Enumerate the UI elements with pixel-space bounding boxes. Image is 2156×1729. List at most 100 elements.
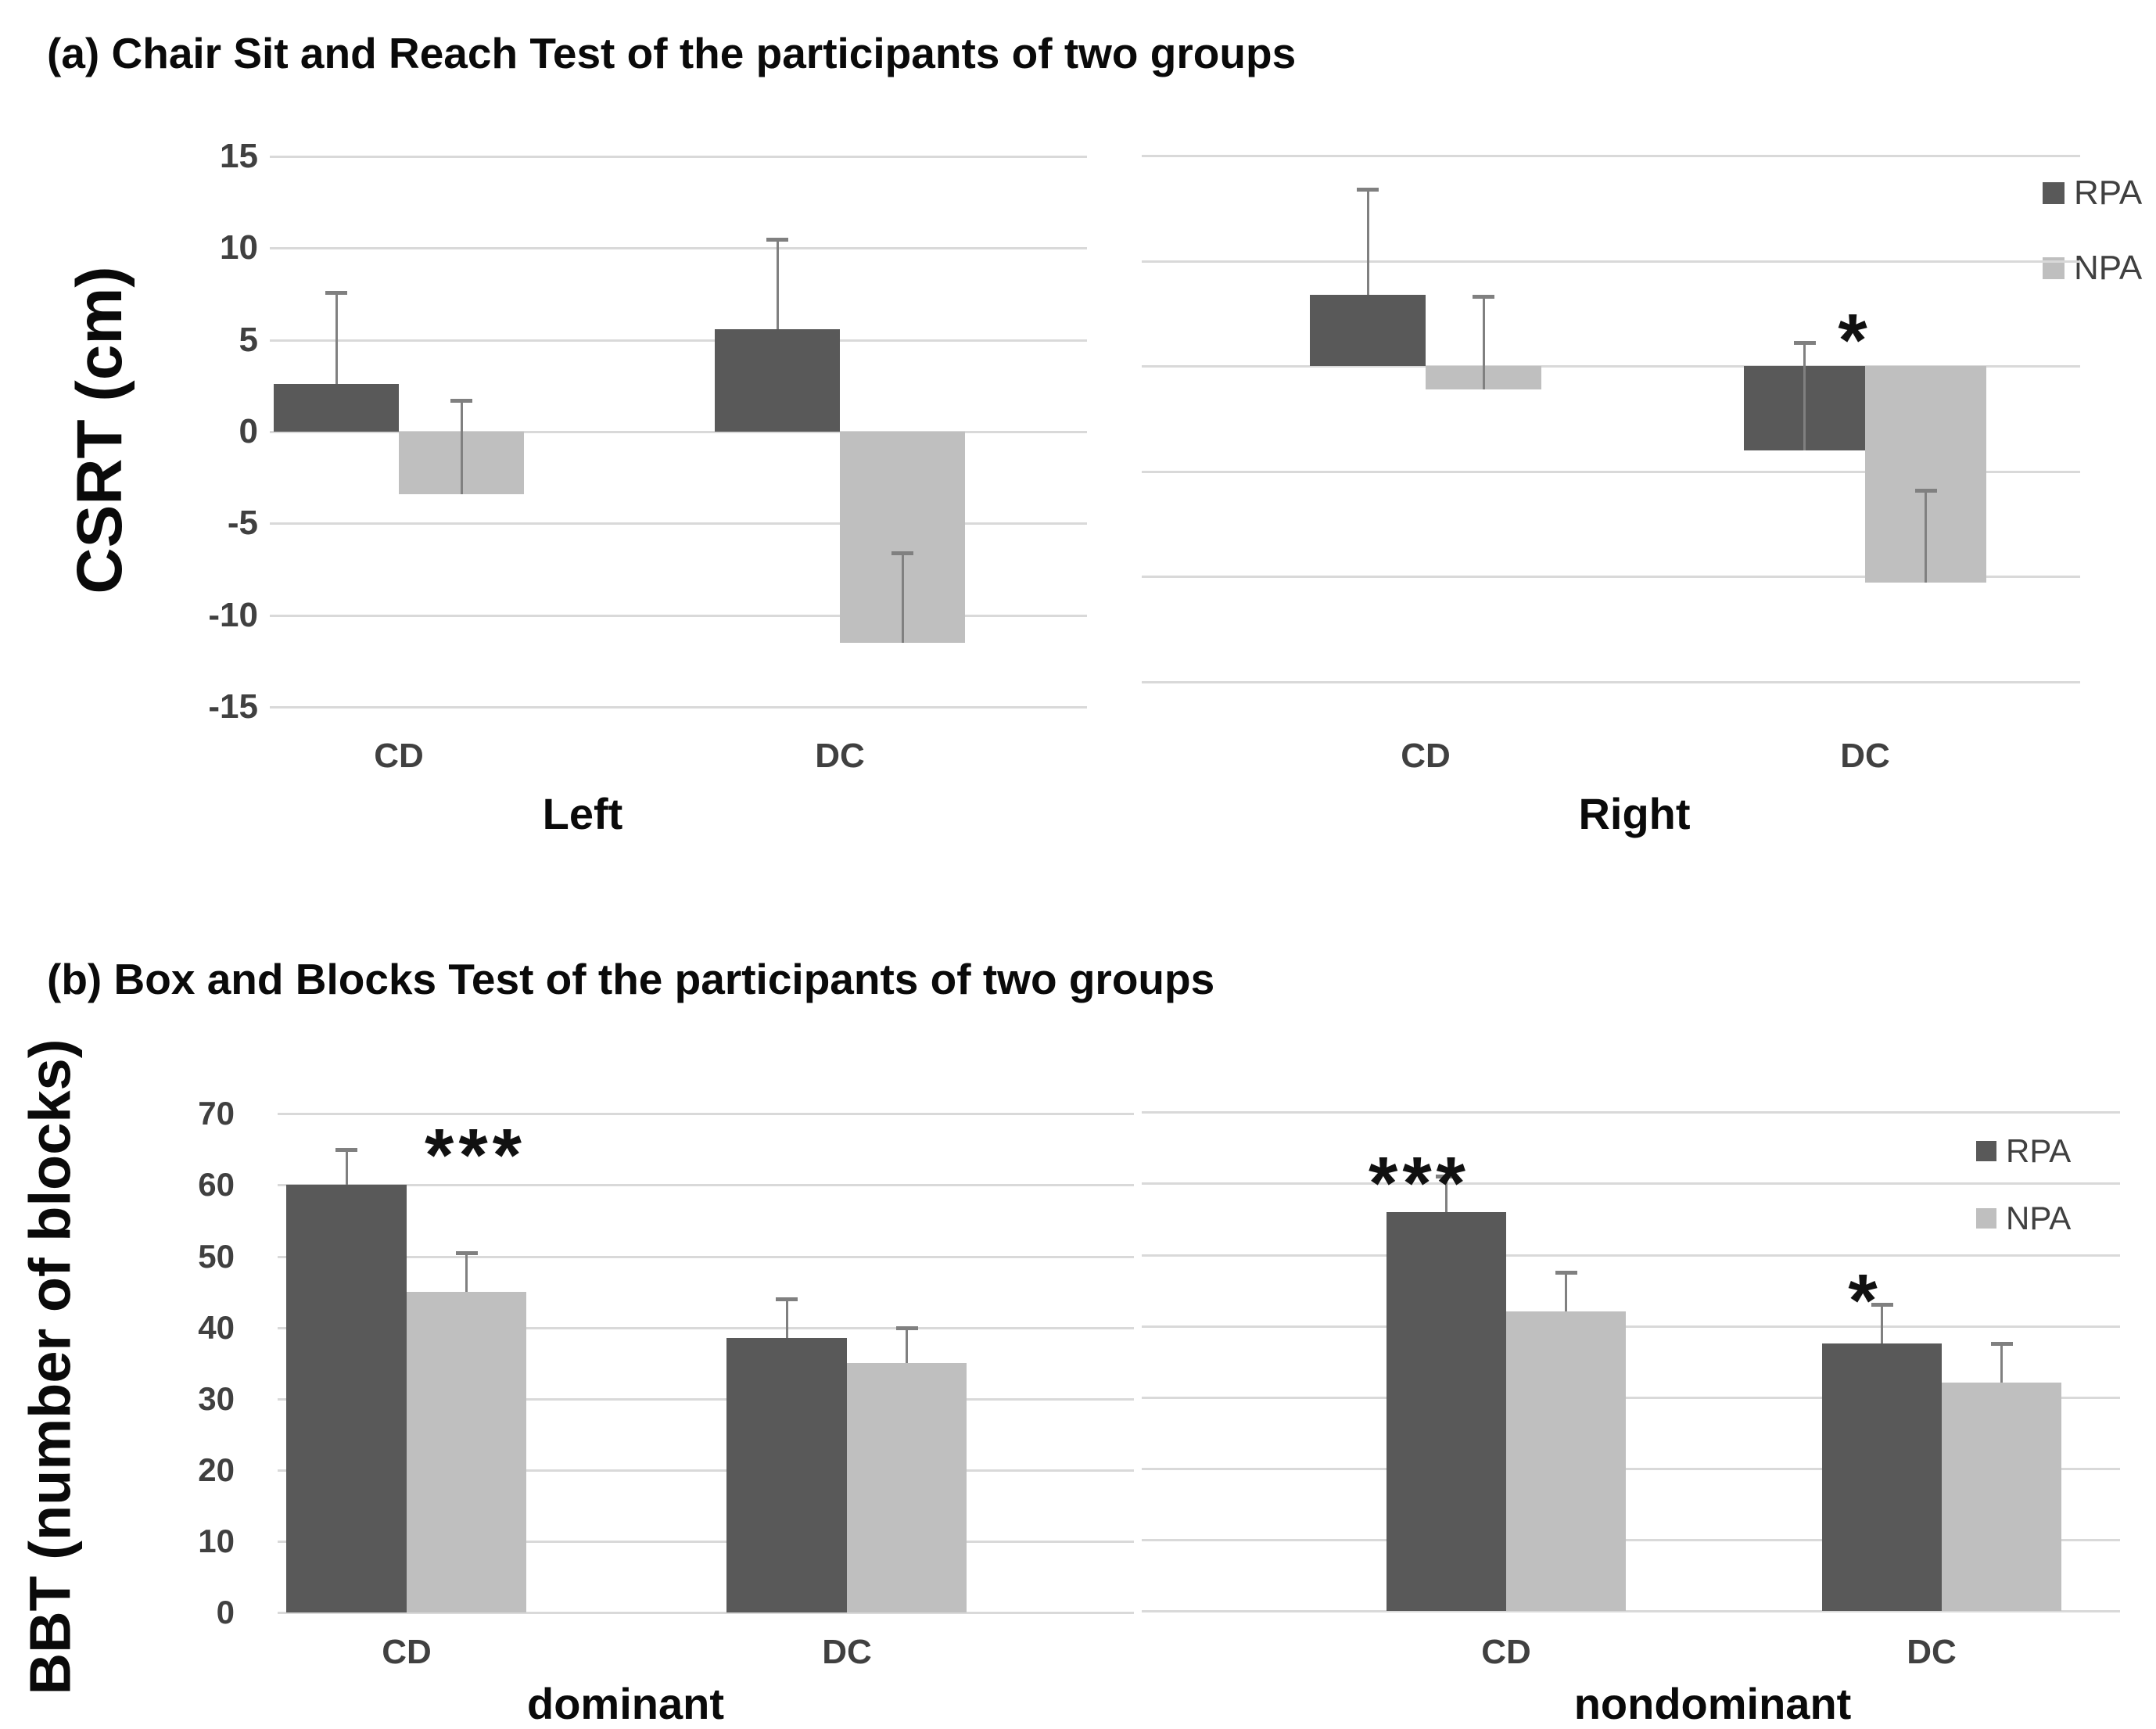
- bbt_dominant-gridline-70: [278, 1113, 1134, 1116]
- csrt_left-errorbar-RPA-CD: [335, 292, 338, 384]
- csrt-y-axis-label: CSRT (cm): [64, 266, 135, 594]
- bbt_nondominant-errorbar-NPA-CD: [1565, 1272, 1567, 1312]
- legend-item-rpa: RPA: [1976, 1132, 2071, 1170]
- csrt_right-gridline--5: [1142, 470, 2080, 473]
- legend-npa-label: NPA: [2006, 1200, 2072, 1236]
- csrt_left-errorcap-RPA-CD: [325, 290, 347, 295]
- bbt_dominant-bar-RPA-DC: [726, 1338, 847, 1612]
- bbt-y-axis-label: BBT (number of blocks): [17, 1038, 83, 1695]
- csrt_left-bar-RPA-DC: [715, 328, 840, 432]
- panel-b-title: (b) Box and Blocks Test of the participa…: [47, 955, 1215, 1003]
- csrt_left-ytick-15: 15: [220, 136, 258, 175]
- csrt_left-ytick-10: 10: [220, 228, 258, 267]
- bbt_nondominant-errorcap-NPA-CD: [1555, 1271, 1577, 1275]
- bbt_dominant-gridline-10: [278, 1540, 1134, 1543]
- csrt_right-gridline-10: [1142, 155, 2080, 157]
- csrt_right-gridline--10: [1142, 576, 2080, 578]
- bbt_nondominant-gridline-0: [1142, 1610, 2120, 1612]
- legend-item-npa: NPA: [1976, 1200, 2071, 1237]
- panel-a-title: (a) Chair Sit and Reach Test of the part…: [47, 29, 1297, 77]
- rpa-swatch-icon: [2043, 182, 2065, 204]
- csrt_left-category-label-CD: CD: [374, 737, 424, 775]
- legend-csrt: RPA NPA: [2043, 174, 2142, 324]
- bbt_nondominant-gridline-50: [1142, 1254, 2120, 1257]
- bbt_dominant-category-label-DC: DC: [822, 1633, 872, 1671]
- csrt_left-gridline-15: [270, 155, 1087, 158]
- csrt_right-category-label-DC: DC: [1840, 737, 1890, 775]
- bbt_dominant-errorcap-RPA-DC: [776, 1297, 798, 1302]
- bbt_nondominant-significance-DC: *: [1848, 1259, 1882, 1343]
- bbt_nondominant-errorcap-RPA-DC: [1871, 1303, 1893, 1308]
- bbt_nondominant-errorbar-RPA-DC: [1881, 1304, 1883, 1344]
- bbt_nondominant-gridline-40: [1142, 1325, 2120, 1328]
- bbt_dominant-gridline-60: [278, 1184, 1134, 1187]
- csrt_right-errorcap-RPA-CD: [1357, 188, 1379, 192]
- bbt_dominant-ytick-50: 50: [198, 1237, 235, 1275]
- bbt_nondominant-bar-RPA-CD: [1387, 1211, 1506, 1611]
- bbt_nondominant-gridline-30: [1142, 1396, 2120, 1399]
- csrt_left-ytick-5: 5: [239, 320, 258, 359]
- csrt_left-ytick-0: 0: [239, 412, 258, 450]
- csrt_right-significance-DC: *: [1838, 299, 1872, 382]
- csrt_right-gridline--15: [1142, 680, 2080, 683]
- bbt_nondominant-gridline-20: [1142, 1467, 2120, 1470]
- csrt_right-bar-RPA-CD: [1310, 294, 1426, 366]
- csrt-left-x-axis-label: Left: [542, 789, 623, 838]
- legend-bbt: RPA NPA: [1976, 1132, 2071, 1273]
- csrt_right-errorcap-NPA-CD: [1473, 295, 1494, 300]
- bbt_nondominant-bar-NPA-CD: [1506, 1311, 1626, 1611]
- csrt_left-gridline--10: [270, 614, 1087, 617]
- bbt-nondominant-x-axis-label: nondominant: [1573, 1679, 1852, 1728]
- legend-npa-label: NPA: [2074, 249, 2143, 287]
- bbt_dominant-ytick-70: 70: [198, 1095, 235, 1132]
- bbt_dominant-gridline-0: [278, 1612, 1134, 1614]
- legend-rpa-label: RPA: [2074, 174, 2143, 212]
- bbt_dominant-ytick-20: 20: [198, 1451, 235, 1488]
- csrt_left-gridline-0: [270, 431, 1087, 433]
- csrt_right-errorbar-NPA-CD: [1482, 296, 1485, 389]
- bbt_nondominant-bar-NPA-DC: [1942, 1383, 2061, 1611]
- bbt_dominant-errorbar-RPA-DC: [785, 1299, 788, 1339]
- bbt_dominant-gridline-40: [278, 1326, 1134, 1329]
- bbt_nondominant-gridline-70: [1142, 1111, 2120, 1114]
- bbt_dominant-gridline-50: [278, 1255, 1134, 1258]
- csrt_left-gridline-5: [270, 339, 1087, 342]
- csrt_left-errorcap-NPA-DC: [891, 551, 913, 555]
- bbt_dominant-errorbar-RPA-CD: [345, 1149, 348, 1186]
- bbt_dominant-bar-RPA-CD: [286, 1185, 407, 1612]
- bbt_nondominant-category-label-CD: CD: [1481, 1633, 1531, 1671]
- csrt_left-bar-RPA-CD: [274, 383, 399, 432]
- npa-swatch-icon: [1976, 1208, 1996, 1229]
- bbt_dominant-errorcap-NPA-CD: [455, 1250, 478, 1255]
- csrt_right-gridline-5: [1142, 260, 2080, 263]
- legend-item-rpa: RPA: [2043, 174, 2142, 213]
- bbt_dominant-ytick-0: 0: [216, 1594, 235, 1630]
- csrt_right-errorcap-RPA-DC: [1793, 341, 1816, 346]
- csrt_left-gridline--15: [270, 706, 1087, 709]
- csrt_right-gridline-0: [1142, 365, 2080, 368]
- legend-item-npa: NPA: [2043, 249, 2142, 288]
- bbt_nondominant-gridline-60: [1142, 1182, 2120, 1186]
- csrt_left-ytick--15: -15: [208, 687, 258, 726]
- bbt_dominant-gridline-30: [278, 1397, 1134, 1401]
- bbt-dominant-x-axis-label: dominant: [527, 1679, 724, 1728]
- bbt_nondominant-category-label-DC: DC: [1907, 1633, 1957, 1671]
- bbt_dominant-ytick-40: 40: [198, 1308, 235, 1346]
- bbt_nondominant-significance-CD: ***: [1368, 1142, 1471, 1225]
- csrt_left-gridline-10: [270, 247, 1087, 250]
- legend-rpa-label: RPA: [2006, 1132, 2072, 1169]
- csrt_left-errorcap-RPA-DC: [766, 237, 788, 242]
- bbt_dominant-errorcap-RPA-CD: [335, 1147, 357, 1152]
- bbt_nondominant-errorcap-RPA-CD: [1435, 1175, 1458, 1179]
- bbt_dominant-gridline-20: [278, 1469, 1134, 1472]
- csrt_right-errorcap-NPA-DC: [1914, 488, 1937, 493]
- bbt_nondominant-errorcap-NPA-DC: [1990, 1342, 2013, 1347]
- bbt_nondominant-errorbar-RPA-CD: [1445, 1176, 1447, 1212]
- csrt_right-category-label-CD: CD: [1401, 737, 1451, 775]
- bbt_dominant-ytick-30: 30: [198, 1379, 235, 1417]
- csrt_left-errorbar-NPA-DC: [901, 552, 904, 643]
- csrt-right-x-axis-label: Right: [1578, 789, 1691, 838]
- csrt_right-errorbar-RPA-CD: [1366, 189, 1369, 295]
- bbt_dominant-bar-NPA-CD: [407, 1292, 526, 1612]
